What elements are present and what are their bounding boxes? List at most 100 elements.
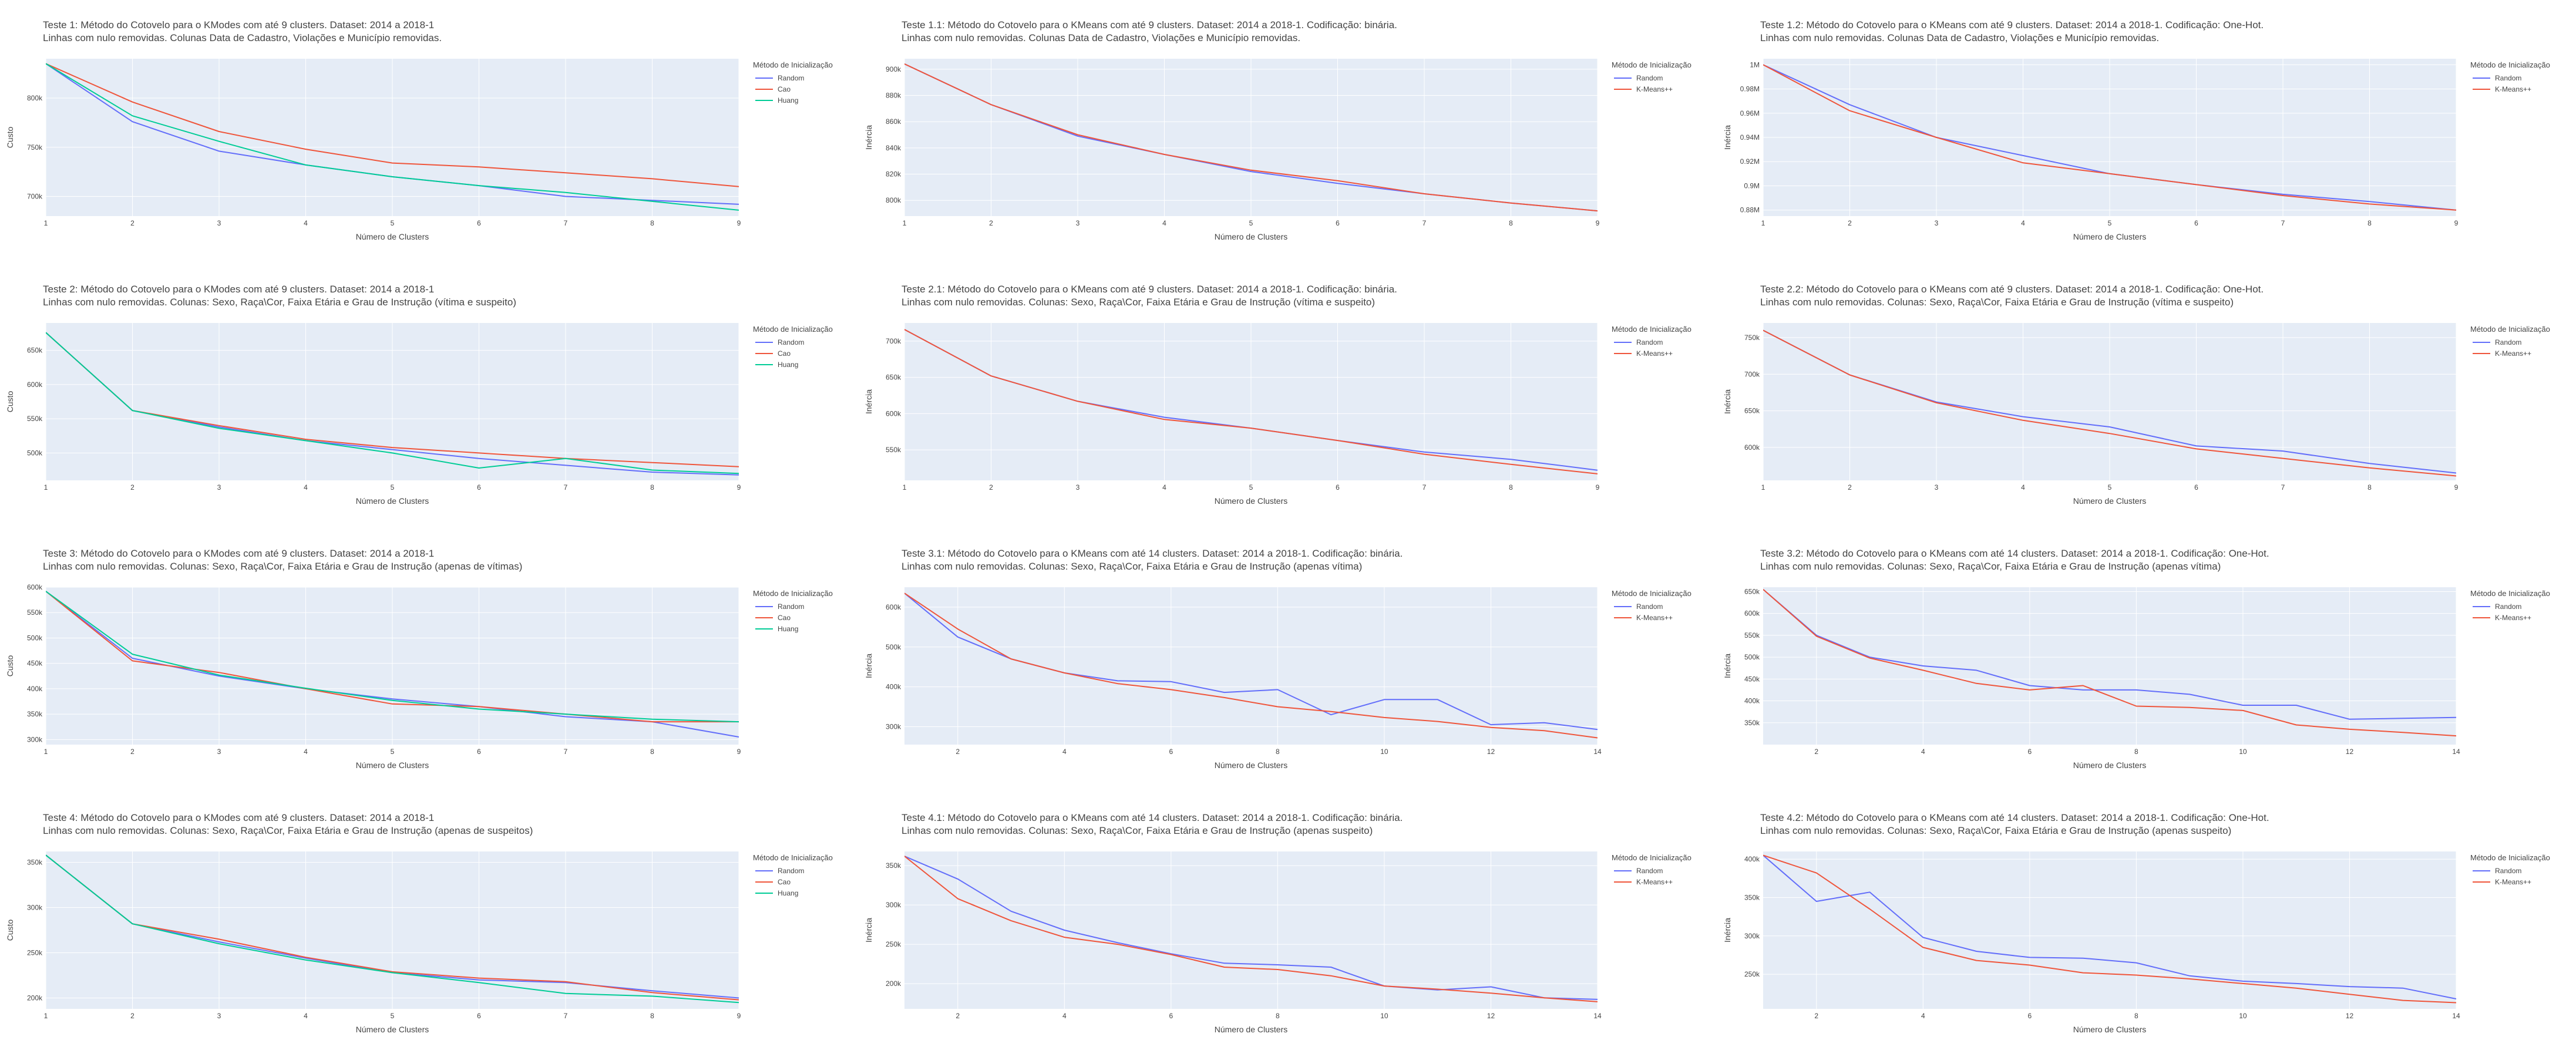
legend-swatch: [2473, 352, 2490, 354]
legend-item-k-means[interactable]: K-Means++: [2470, 348, 2550, 359]
legend-swatch: [1614, 77, 1632, 79]
plot-area: [904, 851, 1598, 1009]
x-tick-label: 4: [1162, 483, 1166, 492]
legend-item-k-means[interactable]: K-Means++: [2470, 612, 2550, 623]
legend-swatch: [755, 352, 773, 354]
x-axis-title: Número de Clusters: [2073, 760, 2147, 770]
legend-label: Random: [778, 73, 805, 82]
chart-title: Teste 3.2: Método do Cotovelo para o KMe…: [1760, 548, 2269, 559]
legend-item-random[interactable]: Random: [2470, 336, 2550, 348]
legend-item-random[interactable]: Random: [753, 601, 833, 612]
legend-item-cao[interactable]: Cao: [753, 83, 833, 95]
chart-subtitle: Linhas com nulo removidas. Colunas: Sexo…: [902, 561, 1363, 572]
legend-label: K-Means++: [1636, 877, 1673, 886]
chart-svg: 300k 400k 500k 600k 2 4 6 8 10 12 14 Número de Clus…: [864, 587, 1602, 770]
x-axis-title: Número de Clusters: [356, 760, 429, 770]
x-tick-label: 5: [391, 219, 395, 227]
x-tick-label: 3: [1076, 483, 1080, 492]
legend-label: Random: [778, 338, 805, 346]
legend-item-k-means[interactable]: K-Means++: [1612, 876, 1691, 887]
chart-subtitle: Linhas com nulo removidas. Colunas: Sexo…: [43, 825, 533, 836]
x-axis-title: Número de Clusters: [1215, 760, 1288, 770]
legend-title: Método de Inicialização: [2470, 60, 2550, 69]
chart-svg: 800k 820k 840k 860k 880k 900k 1 2 3 4 5 6 7 8 9 Número …: [864, 59, 1600, 241]
y-tick-label: 400k: [886, 683, 902, 691]
x-tick-label: 5: [391, 1012, 395, 1020]
legend-label: Random: [1636, 602, 1663, 611]
x-tick-label: 8: [1276, 1012, 1280, 1020]
legend-item-k-means[interactable]: K-Means++: [2470, 876, 2550, 887]
x-tick-label: 3: [1076, 219, 1080, 227]
legend-item-random[interactable]: Random: [753, 336, 833, 348]
x-tick-label: 6: [1336, 219, 1340, 227]
x-tick-label: 8: [650, 748, 654, 756]
legend-item-huang[interactable]: Huang: [753, 359, 833, 370]
chart-panel: Teste 4.2: Método do Cotovelo para o KMe…: [1717, 793, 2576, 1057]
x-tick-label: 6: [2028, 748, 2032, 756]
x-axis-title: Número de Clusters: [2073, 496, 2147, 506]
x-tick-label: 2: [989, 219, 993, 227]
legend-item-random[interactable]: Random: [1612, 72, 1691, 83]
y-axis-title: Custo: [5, 920, 15, 941]
legend: Método de Inicialização Random Cao Huang: [753, 60, 833, 106]
legend-item-random[interactable]: Random: [1612, 336, 1691, 348]
y-tick-label: 350k: [1744, 893, 1760, 901]
chart-svg: 250k 300k 350k 400k 2 4 6 8 10 12 14 Número de Clus…: [1723, 851, 2460, 1034]
y-tick-label: 450k: [1744, 675, 1760, 683]
y-axis-title: Custo: [5, 391, 15, 413]
legend-item-k-means[interactable]: K-Means++: [2470, 83, 2550, 95]
legend-item-random[interactable]: Random: [753, 72, 833, 83]
legend-title: Método de Inicialização: [753, 853, 833, 862]
legend-item-huang[interactable]: Huang: [753, 95, 833, 106]
y-tick-label: 350k: [27, 710, 43, 718]
x-tick-label: 1: [44, 219, 48, 227]
y-tick-label: 250k: [1744, 970, 1760, 978]
y-tick-label: 300k: [886, 722, 902, 731]
x-tick-label: 4: [1062, 1012, 1067, 1020]
legend-item-cao[interactable]: Cao: [753, 876, 833, 887]
x-tick-label: 2: [1848, 219, 1852, 227]
legend-item-k-means[interactable]: K-Means++: [1612, 348, 1691, 359]
chart-subtitle: Linhas com nulo removidas. Colunas: Sexo…: [1760, 825, 2232, 836]
x-axis-title: Número de Clusters: [1215, 1025, 1288, 1034]
legend-item-k-means[interactable]: K-Means++: [1612, 83, 1691, 95]
series-line-k-means: [904, 856, 1598, 1002]
legend-swatch: [755, 363, 773, 365]
x-tick-label: 5: [1249, 219, 1253, 227]
legend-label: Random: [2495, 866, 2522, 875]
legend-label: K-Means++: [2495, 349, 2532, 358]
legend-swatch: [2473, 341, 2490, 343]
series-line-cao: [46, 591, 739, 723]
chart-title-block: Teste 1: Método do Cotovelo para o KMode…: [43, 19, 442, 45]
legend-item-random[interactable]: Random: [2470, 865, 2550, 876]
y-tick-label: 550k: [1744, 631, 1760, 639]
legend-item-random[interactable]: Random: [1612, 601, 1691, 612]
legend-item-random[interactable]: Random: [2470, 72, 2550, 83]
legend-item-cao[interactable]: Cao: [753, 612, 833, 623]
chart-title: Teste 4.2: Método do Cotovelo para o KMe…: [1760, 812, 2269, 823]
chart-svg: 300k 350k 400k 450k 500k 550k 600k 1 2 3 4 5 6 7 8 9 Núm…: [5, 583, 741, 770]
legend-title: Método de Inicialização: [2470, 589, 2550, 598]
legend-item-huang[interactable]: Huang: [753, 623, 833, 634]
legend: Método de Inicialização Random Cao Huang: [753, 325, 833, 370]
y-axis-title: Inércia: [864, 125, 873, 150]
legend-item-random[interactable]: Random: [1612, 865, 1691, 876]
chart-title-block: Teste 3.2: Método do Cotovelo para o KMe…: [1760, 547, 2269, 573]
legend-item-cao[interactable]: Cao: [753, 348, 833, 359]
legend-swatch: [1614, 88, 1632, 90]
legend-label: K-Means++: [1636, 613, 1673, 622]
x-tick-label: 4: [1921, 748, 1925, 756]
chart-svg: 0.88M 0.9M 0.92M 0.94M 0.96M 0.98M 1M 1 2 3 4 5 6 7 8 9…: [1723, 59, 2459, 241]
x-tick-label: 2: [1848, 483, 1852, 492]
y-axis-title: Custo: [5, 127, 15, 149]
chart-svg: 200k 250k 300k 350k 2 4 6 8 10 12 14 Número de Clus…: [864, 851, 1602, 1034]
y-tick-label: 0.94M: [1740, 133, 1760, 142]
legend-label: Random: [1636, 338, 1663, 346]
legend-item-huang[interactable]: Huang: [753, 887, 833, 898]
x-tick-label: 7: [564, 1012, 568, 1020]
x-tick-label: 14: [2452, 1012, 2460, 1020]
legend-item-k-means[interactable]: K-Means++: [1612, 612, 1691, 623]
legend-item-random[interactable]: Random: [2470, 601, 2550, 612]
x-tick-label: 6: [2028, 1012, 2032, 1020]
legend-item-random[interactable]: Random: [753, 865, 833, 876]
